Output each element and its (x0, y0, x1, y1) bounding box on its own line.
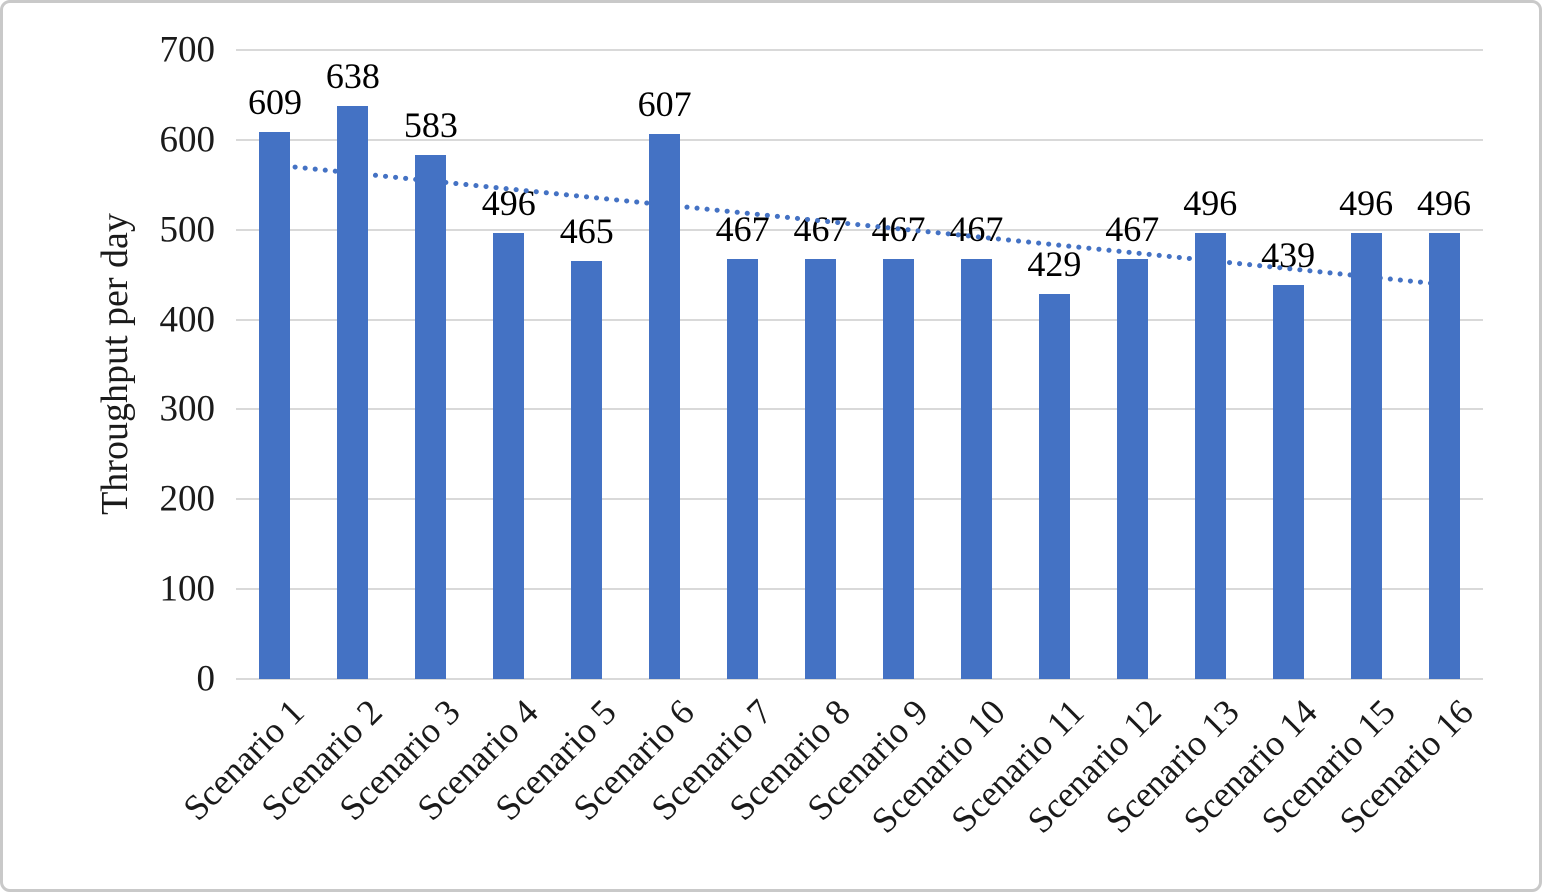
bar-value-label: 467 (949, 209, 1004, 250)
bar-value-label: 467 (1105, 209, 1160, 250)
bar (805, 259, 837, 679)
bar (337, 105, 369, 679)
bar (1272, 284, 1304, 679)
bar-value-label: 496 (1417, 183, 1472, 224)
y-tick-label: 600 (159, 119, 216, 161)
gridline (236, 138, 1483, 141)
bar-value-label: 638 (325, 55, 380, 96)
bar (1428, 233, 1460, 679)
bar-value-label: 583 (403, 105, 458, 146)
y-tick-label: 400 (159, 299, 216, 341)
gridline (236, 228, 1483, 231)
y-tick-label: 100 (159, 568, 216, 610)
bar-value-label: 467 (793, 209, 848, 250)
bar (493, 233, 525, 679)
gridline (236, 49, 1483, 51)
bar (415, 155, 447, 679)
y-axis-title: Throughput per day (94, 213, 136, 515)
bar-value-label: 496 (1183, 183, 1238, 224)
y-tick-label: 700 (159, 29, 216, 71)
y-tick-label: 500 (159, 209, 216, 251)
bar (727, 259, 759, 679)
y-tick-label: 0 (196, 658, 216, 700)
bar (259, 131, 291, 679)
y-tick-label: 300 (159, 388, 216, 430)
gridline (236, 318, 1483, 321)
bar (960, 259, 992, 679)
trendline (272, 162, 1447, 288)
gridline (236, 588, 1483, 591)
bar (1350, 233, 1382, 679)
bar (1194, 233, 1226, 679)
bar (649, 133, 681, 679)
bar (1116, 259, 1148, 679)
bar-value-label: 467 (715, 209, 770, 250)
bar-value-label: 496 (1339, 183, 1394, 224)
bar (1038, 293, 1070, 679)
gridline (236, 408, 1483, 411)
bar-value-label: 429 (1027, 243, 1082, 284)
plot-area: 6096385834964656074674674674674294674964… (236, 49, 1483, 680)
bar-value-label: 609 (247, 81, 302, 122)
y-tick-label: 200 (159, 478, 216, 520)
bar-value-label: 607 (637, 83, 692, 124)
gridline (236, 498, 1483, 501)
gridline (236, 678, 1483, 680)
bar (571, 261, 603, 679)
bar (882, 259, 914, 679)
bar-value-label: 465 (559, 211, 614, 252)
